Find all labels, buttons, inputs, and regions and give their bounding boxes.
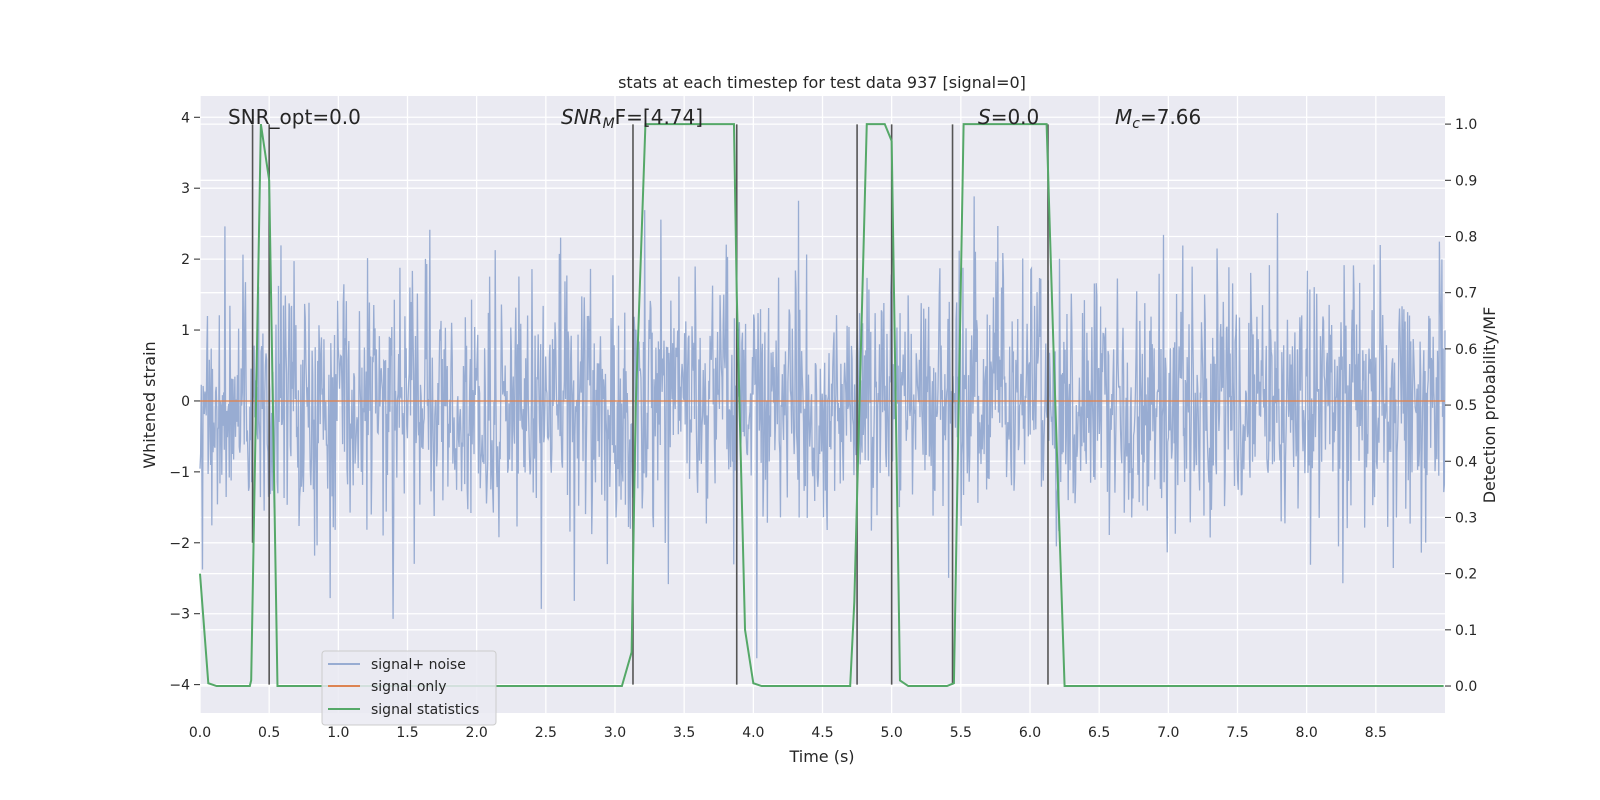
annotation-snr-mf-main: SNR [561,105,603,129]
x-tick-label: 2.5 [535,725,557,741]
y-tick-label-right: 0.8 [1455,229,1477,245]
annotation-snr-opt: SNR_opt=0.0 [228,105,361,129]
y-tick-label-left: −2 [169,536,190,552]
y-tick-label-right: 0.7 [1455,286,1477,302]
y-tick-label-right: 0.4 [1455,454,1477,470]
y-tick-label-left: 4 [181,110,190,126]
annotation-mc-main: M [1115,105,1132,129]
x-tick-label: 3.0 [604,725,626,741]
y-tick-label-right: 1.0 [1455,117,1477,133]
x-tick-label: 2.0 [466,725,488,741]
y-tick-label-right: 0.9 [1455,173,1477,189]
y-tick-label-left: 0 [181,394,190,410]
y-axis-label-right: Detection probability/MF [1480,307,1499,504]
annotation-snr-mf-rest: F=[4.74] [615,105,703,129]
y-tick-label-left: 2 [181,252,190,268]
legend-label-signal-only: signal only [371,679,446,695]
y-tick-label-left: 1 [181,323,190,339]
legend-label-signal-statistics: signal statistics [371,702,479,718]
y-tick-label-right: 0.3 [1455,510,1477,526]
x-tick-label: 1.5 [396,725,418,741]
signal-noise-line [199,196,1446,659]
annotation-s-rest: =0.0 [991,105,1040,129]
annotation-mc-rest: =7.66 [1140,105,1201,129]
x-tick-label: 7.0 [1157,725,1179,741]
x-tick-label: 0.0 [189,725,211,741]
y-tick-label-left: −1 [169,465,190,481]
y-tick-label-right: 0.5 [1455,398,1477,414]
legend: signal+ noise signal only signal statist… [321,650,497,726]
signal-noise-series [199,196,1446,659]
y-axis-label-left: Whitened strain [140,341,159,468]
x-tick-label: 4.0 [742,725,764,741]
annotation-s-main: S [978,105,991,129]
y-tick-label-right: 0.0 [1455,679,1477,695]
y-tick-label-left: −4 [169,678,190,694]
annotation-snr-mf-sub: M [603,116,615,132]
legend-label-signal-noise: signal+ noise [371,657,466,673]
axis-ticks: 0.0 0.5 1.0 1.5 2.0 2.5 3.0 3.5 4.0 4.5 5.0 5.5 6.0 6… [169,110,1477,741]
y-tick-label-right: 0.2 [1455,567,1477,583]
x-tick-label: 6.0 [1019,725,1041,741]
x-tick-label: 3.5 [673,725,695,741]
x-tick-label: 8.5 [1365,725,1387,741]
y-tick-label-left: −3 [169,607,190,623]
annotation-mc-sub: c [1132,116,1140,132]
annotation-snr-mf: SNRMF=[4.74] [561,105,703,132]
signal-statistics-line [199,123,1444,688]
legend-box [321,650,497,726]
x-tick-label: 6.5 [1088,725,1110,741]
x-tick-label: 0.5 [258,725,280,741]
y-tick-label-right: 0.6 [1455,342,1477,358]
annotation-mc: Mc=7.66 [1115,105,1201,132]
x-axis-label: Time (s) [788,747,854,766]
x-tick-label: 7.5 [1226,725,1248,741]
x-tick-label: 8.0 [1296,725,1318,741]
x-tick-label: 5.5 [950,725,972,741]
signal-statistics-series [199,123,1444,688]
chart-title: stats at each timestep for test data 937… [618,73,1026,92]
annotations: SNR_opt=0.0 SNRMF=[4.74] S=0.0 Mc=7.66 [228,105,1201,132]
y-tick-label-right: 0.1 [1455,623,1477,639]
x-tick-label: 4.5 [811,725,833,741]
annotation-s: S=0.0 [978,105,1039,129]
x-tick-label: 1.0 [327,725,349,741]
x-tick-label: 5.0 [881,725,903,741]
y-tick-label-left: 3 [181,181,190,197]
